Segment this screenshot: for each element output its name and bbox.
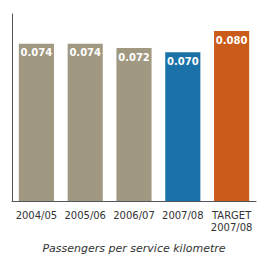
- svg-text:0.072: 0.072: [118, 52, 150, 63]
- svg-text:Passengers per service kilomet: Passengers per service kilometre: [42, 242, 225, 255]
- svg-text:0.080: 0.080: [216, 35, 248, 46]
- svg-text:0.070: 0.070: [167, 56, 199, 67]
- svg-text:2005/06: 2005/06: [64, 210, 106, 221]
- svg-text:TARGET: TARGET: [211, 210, 252, 221]
- svg-text:0.074: 0.074: [69, 47, 101, 58]
- svg-text:2007/08: 2007/08: [162, 210, 204, 221]
- svg-text:0.074: 0.074: [21, 47, 53, 58]
- svg-text:2007/08: 2007/08: [211, 222, 253, 233]
- svg-text:2006/07: 2006/07: [113, 210, 155, 221]
- svg-text:2004/05: 2004/05: [16, 210, 58, 221]
